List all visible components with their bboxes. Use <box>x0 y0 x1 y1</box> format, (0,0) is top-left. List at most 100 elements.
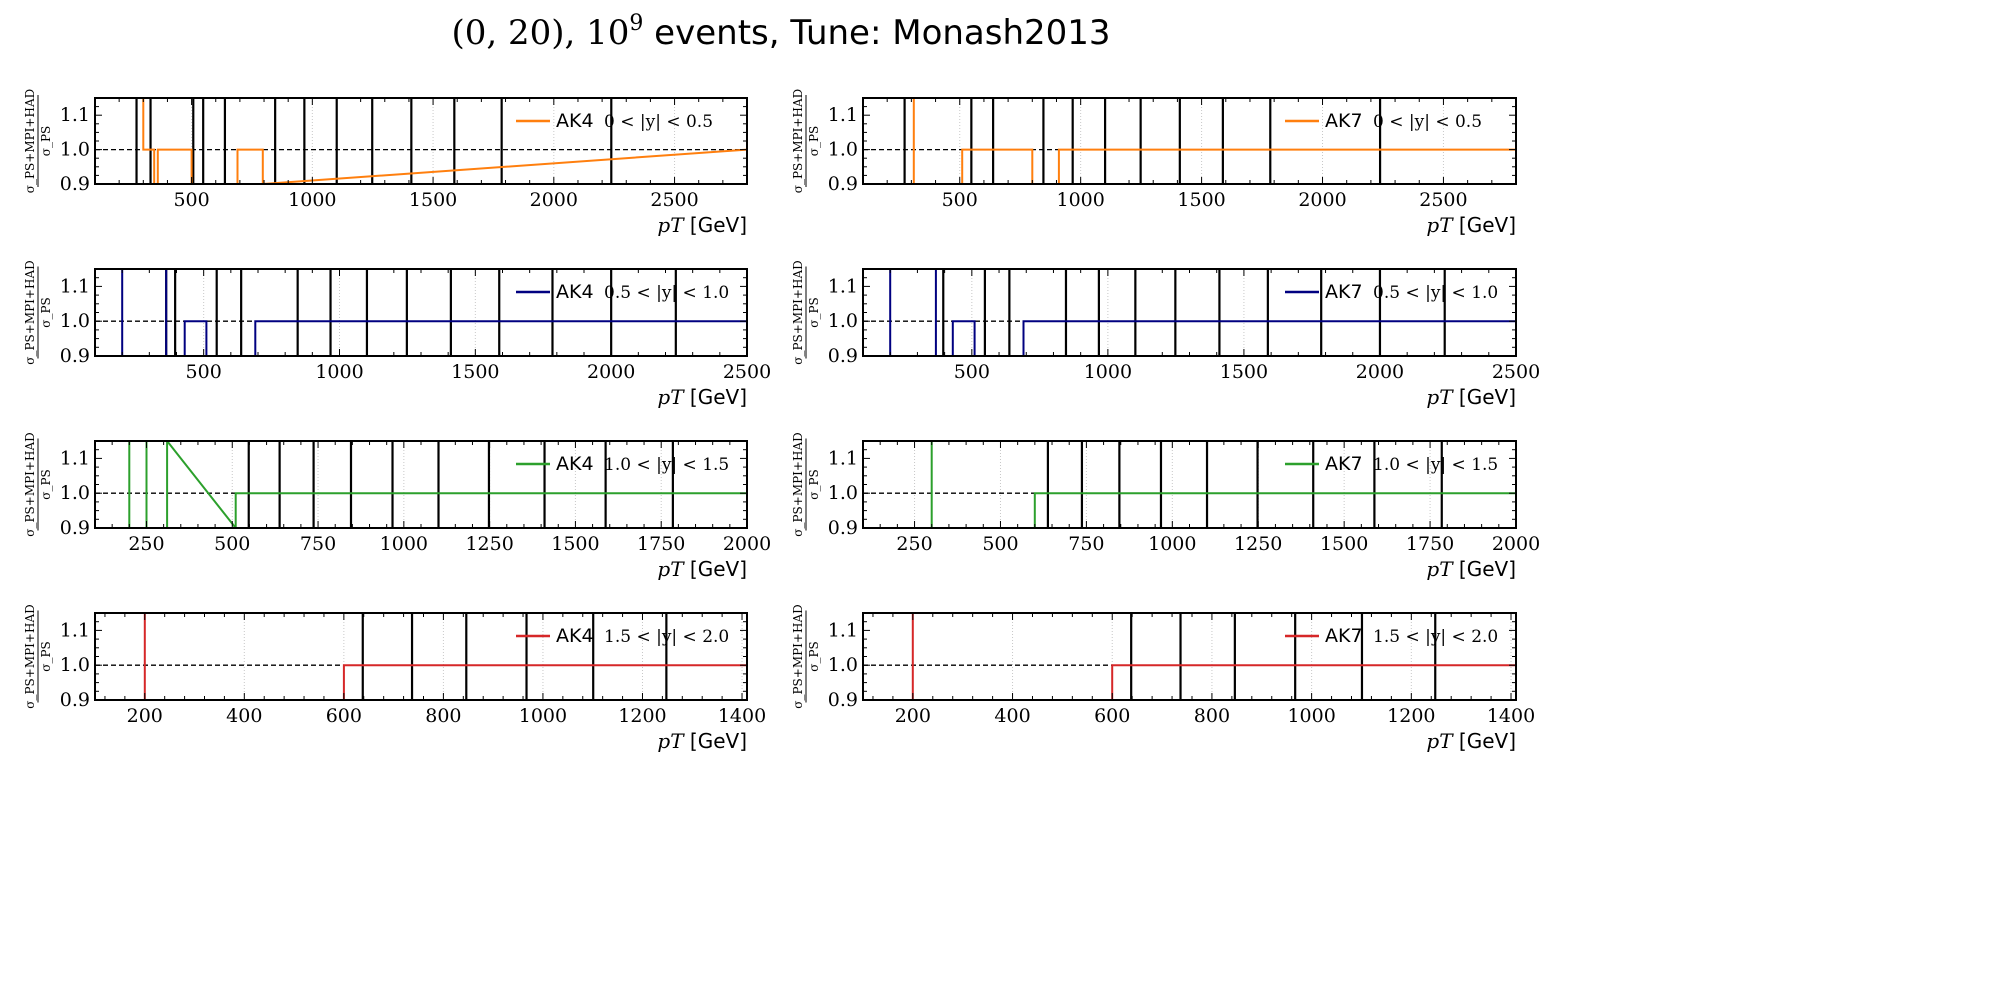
x-tick-label: 200 <box>127 705 163 727</box>
y-axis-label-numerator: σ_PS+MPI+HAD <box>791 89 805 193</box>
x-axis-label: pT [GeV] <box>1426 213 1516 237</box>
y-tick-label: 1.1 <box>828 275 858 297</box>
x-tick-label: 600 <box>326 705 362 727</box>
x-axis-label-symbol: pT <box>1426 213 1454 237</box>
y-axis-label-denominator: σ_PS <box>807 641 821 672</box>
legend-rapidity: 1.0 < |y| < 1.5 <box>1373 455 1498 475</box>
y-axis-label-denominator: σ_PS <box>807 126 821 157</box>
y-axis-label-numerator: σ_PS+MPI+HAD <box>23 260 37 364</box>
y-tick-label: 1.0 <box>828 482 858 504</box>
y-axis-label: σ_PS+MPI+HAD σ_PS <box>791 89 821 193</box>
x-tick-label: 1000 <box>1056 189 1104 211</box>
x-tick-label: 2500 <box>1492 361 1540 383</box>
title-text: events, Tune: Monash2013 <box>643 13 1110 53</box>
x-tick-label: 250 <box>128 533 164 555</box>
y-axis-label: σ_PS+MPI+HAD σ_PS <box>791 604 821 708</box>
y-axis-label: σ_PS+MPI+HAD σ_PS <box>23 604 53 708</box>
x-tick-label: 1250 <box>465 533 513 555</box>
x-tick-label: 1750 <box>1406 533 1454 555</box>
y-axis-label: σ_PS+MPI+HAD σ_PS <box>23 260 53 364</box>
y-axis-label-denominator: σ_PS <box>39 297 53 328</box>
y-tick-label: 0.9 <box>60 689 90 711</box>
x-tick-label: 2000 <box>1492 533 1540 555</box>
panel-ak4-3: 250 500 750 1000 1250 1500 1750 2000 0.9 1.0 1.1 pT… <box>23 432 771 581</box>
x-axis-label-unit: [GeV] <box>684 729 747 753</box>
title-exponent: 9 <box>629 11 643 36</box>
figure-title: (0, 20), 109 events, Tune: Monash2013 <box>451 11 1110 53</box>
x-tick-label: 2000 <box>1356 361 1404 383</box>
x-axis-label-symbol: pT <box>1426 557 1454 581</box>
panel-ak4-2: 500 1000 1500 2000 2500 0.9 1.0 1.1 pT [GeV] σ_PS… <box>23 260 771 409</box>
x-tick-label: 600 <box>1094 705 1130 727</box>
x-tick-label: 500 <box>982 533 1018 555</box>
series-line-0 <box>128 441 747 528</box>
x-tick-label: 2500 <box>1419 189 1467 211</box>
x-axis-label: pT [GeV] <box>657 729 747 753</box>
x-tick-label: 1250 <box>1234 533 1282 555</box>
y-axis-label-numerator: σ_PS+MPI+HAD <box>23 432 37 536</box>
y-axis-label: σ_PS+MPI+HAD σ_PS <box>23 89 53 193</box>
y-tick-label: 1.1 <box>60 619 90 641</box>
panel-ak7-2: 500 1000 1500 2000 2500 0.9 1.0 1.1 pT [GeV] σ_PS… <box>791 260 1540 409</box>
y-tick-label: 1.1 <box>828 447 858 469</box>
x-tick-label: 1000 <box>1287 705 1335 727</box>
legend-algorithm: AK7 <box>1325 625 1363 647</box>
x-axis-label-symbol: pT <box>1426 729 1454 753</box>
x-tick-label: 750 <box>1068 533 1104 555</box>
x-tick-label: 1500 <box>1177 189 1225 211</box>
panel-ak4-4: 200 400 600 800 1000 1200 1400 0.9 1.0 1.1 pT [GeV… <box>23 604 766 753</box>
x-axis-label-symbol: pT <box>657 557 685 581</box>
x-axis-label-symbol: pT <box>657 385 685 409</box>
x-tick-label: 200 <box>895 705 931 727</box>
x-tick-label: 1000 <box>288 189 336 211</box>
y-tick-label: 1.1 <box>828 619 858 641</box>
legend-rapidity: 1.0 < |y| < 1.5 <box>604 455 729 475</box>
series-line-0 <box>142 98 747 184</box>
x-tick-label: 1500 <box>451 361 499 383</box>
legend-algorithm: AK7 <box>1325 281 1363 303</box>
x-tick-label: 400 <box>226 705 262 727</box>
x-axis-label-unit: [GeV] <box>684 557 747 581</box>
x-tick-label: 1200 <box>618 705 666 727</box>
x-tick-label: 800 <box>425 705 461 727</box>
x-tick-label: 2500 <box>723 361 771 383</box>
y-axis-label-denominator: σ_PS <box>807 469 821 500</box>
x-tick-label: 1500 <box>409 189 457 211</box>
legend-rapidity: 0 < |y| < 0.5 <box>604 112 713 132</box>
y-axis-label-numerator: σ_PS+MPI+HAD <box>791 260 805 364</box>
x-tick-label: 500 <box>186 361 222 383</box>
y-tick-label: 0.9 <box>828 517 858 539</box>
x-tick-label: 1500 <box>1220 361 1268 383</box>
panel-ak4-1: 500 1000 1500 2000 2500 0.9 1.0 1.1 pT [GeV] σ_PS… <box>23 89 748 237</box>
y-axis-label: σ_PS+MPI+HAD σ_PS <box>791 432 821 536</box>
x-axis-label-symbol: pT <box>1426 385 1454 409</box>
x-tick-label: 2500 <box>650 189 698 211</box>
series-line-0 <box>143 613 747 700</box>
x-tick-label: 500 <box>214 533 250 555</box>
figure-canvas: (0, 20), 109 events, Tune: Monash2013 50… <box>23 11 1540 753</box>
y-tick-label: 1.0 <box>828 139 858 161</box>
legend-algorithm: AK7 <box>1325 453 1363 475</box>
panel-ak7-4: 200 400 600 800 1000 1200 1400 0.9 1.0 1.1 pT [GeV… <box>791 604 1535 753</box>
x-axis-label: pT [GeV] <box>657 213 747 237</box>
y-axis-label-denominator: σ_PS <box>39 641 53 672</box>
x-tick-label: 500 <box>173 189 209 211</box>
panel-ak7-1: 500 1000 1500 2000 2500 0.9 1.0 1.1 pT [GeV] σ_PS… <box>791 89 1517 237</box>
x-tick-label: 2000 <box>530 189 578 211</box>
legend-rapidity: 0.5 < |y| < 1.0 <box>604 283 729 303</box>
x-tick-label: 2000 <box>723 533 771 555</box>
y-axis-label: σ_PS+MPI+HAD σ_PS <box>23 432 53 536</box>
x-tick-label: 1000 <box>1148 533 1196 555</box>
x-axis-label-unit: [GeV] <box>684 385 747 409</box>
legend-algorithm: AK7 <box>1325 110 1363 132</box>
x-tick-label: 1000 <box>519 705 567 727</box>
title-math: (0, 20), 10 <box>451 13 629 53</box>
x-axis-label-unit: [GeV] <box>1453 557 1516 581</box>
y-tick-label: 1.0 <box>60 482 90 504</box>
y-axis-label-numerator: σ_PS+MPI+HAD <box>791 604 805 708</box>
x-axis-label-symbol: pT <box>657 729 685 753</box>
legend-algorithm: AK4 <box>556 110 594 132</box>
y-tick-label: 1.1 <box>60 104 90 126</box>
y-tick-label: 0.9 <box>60 173 90 195</box>
x-tick-label: 2000 <box>587 361 635 383</box>
